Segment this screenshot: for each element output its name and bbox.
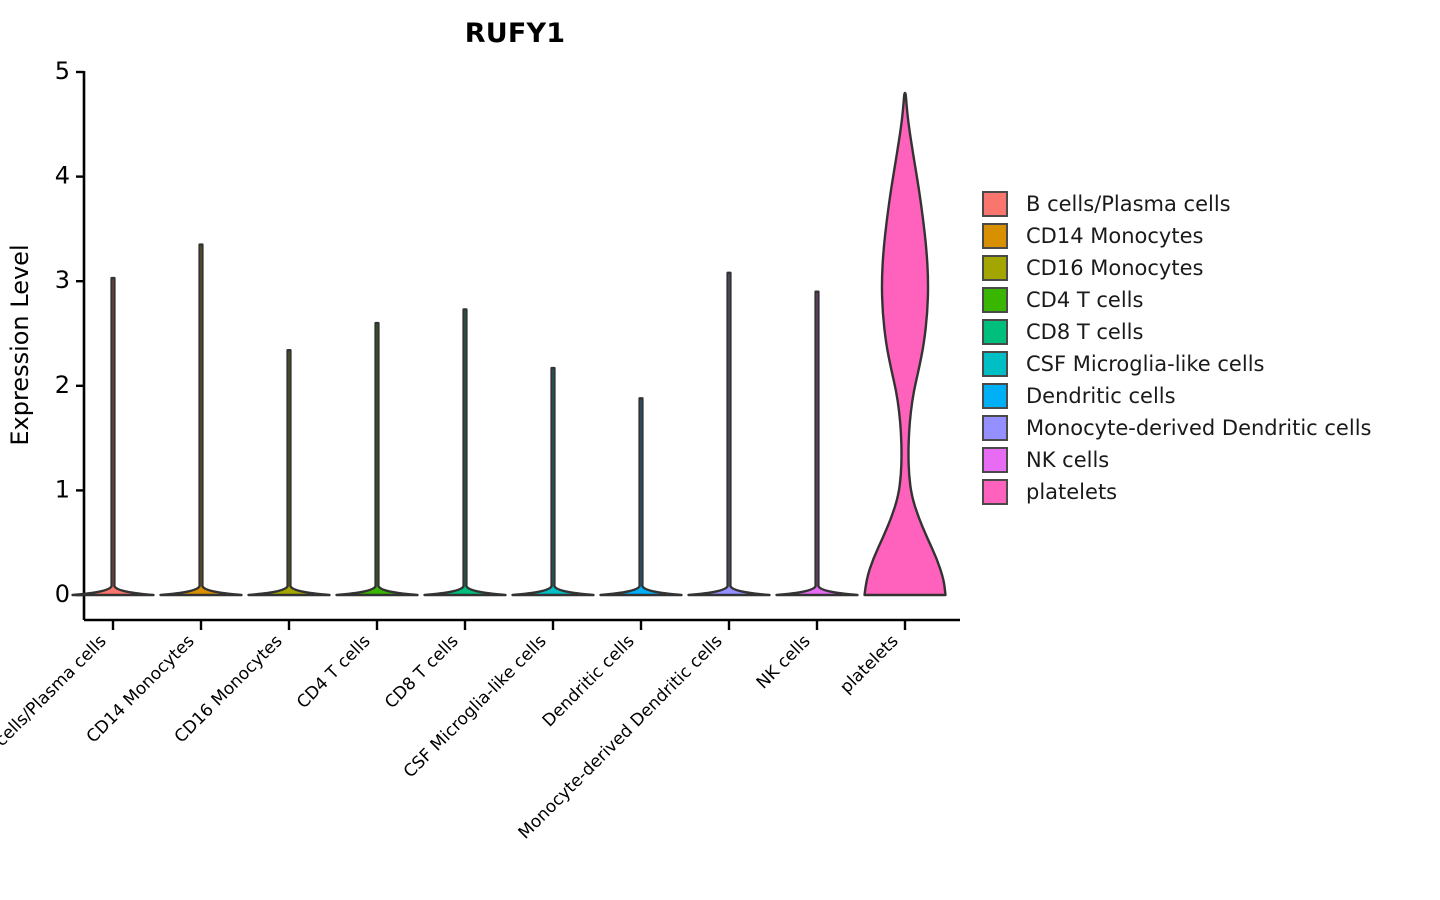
legend-item-label: CD4 T cells xyxy=(1026,287,1144,312)
legend-item[interactable]: platelets xyxy=(982,476,1371,508)
y-tick-label: 4 xyxy=(55,162,70,190)
x-tick-label: CSF Microglia-like cells xyxy=(400,631,551,782)
x-tick-label: CD8 T cells xyxy=(381,631,462,712)
legend-color-swatch xyxy=(982,255,1008,281)
legend-item[interactable]: B cells/Plasma cells xyxy=(982,188,1371,220)
y-tick-label: 1 xyxy=(55,475,70,503)
legend-item[interactable]: Dendritic cells xyxy=(982,380,1371,412)
x-tick-label: CD4 T cells xyxy=(293,631,374,712)
legend-item[interactable]: CD4 T cells xyxy=(982,284,1371,316)
x-tick-label: NK cells xyxy=(753,631,815,693)
violin-shape[interactable] xyxy=(71,276,155,597)
legend-color-swatch xyxy=(982,479,1008,505)
legend-item-label: Dendritic cells xyxy=(1026,383,1176,408)
violin-shape[interactable] xyxy=(247,349,331,597)
x-tick-label: Dendritic cells xyxy=(539,631,639,731)
legend-item-label: CD14 Monocytes xyxy=(1026,223,1204,248)
legend-item[interactable]: CD8 T cells xyxy=(982,316,1371,348)
legend-item-label: B cells/Plasma cells xyxy=(1026,191,1231,216)
legend-item-label: CSF Microglia-like cells xyxy=(1026,351,1265,376)
violin-series-group xyxy=(71,91,947,597)
legend-item[interactable]: CSF Microglia-like cells xyxy=(982,348,1371,380)
legend-item-label: CD8 T cells xyxy=(1026,319,1144,344)
y-tick-label: 0 xyxy=(55,580,70,608)
page-title: RUFY1 xyxy=(464,18,566,49)
legend-item-label: platelets xyxy=(1026,479,1118,504)
violin-shape[interactable] xyxy=(335,321,419,597)
legend-color-swatch xyxy=(982,223,1008,249)
legend-item[interactable]: CD16 Monocytes xyxy=(982,252,1371,284)
legend-item[interactable]: NK cells xyxy=(982,444,1371,476)
legend-color-swatch xyxy=(982,447,1008,473)
violin-shape[interactable] xyxy=(863,91,947,597)
legend-item-label: Monocyte-derived Dendritic cells xyxy=(1026,415,1372,440)
legend-color-swatch xyxy=(982,319,1008,345)
legend-color-swatch xyxy=(982,415,1008,441)
x-tick-label: platelets xyxy=(836,631,902,697)
violin-shape[interactable] xyxy=(511,366,595,597)
violin-shape[interactable] xyxy=(159,243,243,597)
legend-color-swatch xyxy=(982,383,1008,409)
axes-spines xyxy=(82,71,960,622)
violin-shape[interactable] xyxy=(687,271,771,597)
legend-item[interactable]: CD14 Monocytes xyxy=(982,220,1371,252)
legend: B cells/Plasma cells CD14 Monocytes CD16 M… xyxy=(982,188,1371,508)
legend-item-label: NK cells xyxy=(1026,447,1110,472)
violin-shape[interactable] xyxy=(775,290,859,597)
legend-item[interactable]: Monocyte-derived Dendritic cells xyxy=(982,412,1371,444)
violin-shape[interactable] xyxy=(423,308,507,597)
y-tick-label: 2 xyxy=(55,371,70,399)
legend-item-label: CD16 Monocytes xyxy=(1026,255,1204,280)
y-axis-ticks: 0 1 2 3 4 5 xyxy=(55,57,84,608)
violin-shape[interactable] xyxy=(599,397,683,597)
legend-color-swatch xyxy=(982,287,1008,313)
y-tick-label: 3 xyxy=(55,266,70,294)
legend-color-swatch xyxy=(982,191,1008,217)
y-tick-label: 5 xyxy=(55,57,70,85)
legend-color-swatch xyxy=(982,351,1008,377)
